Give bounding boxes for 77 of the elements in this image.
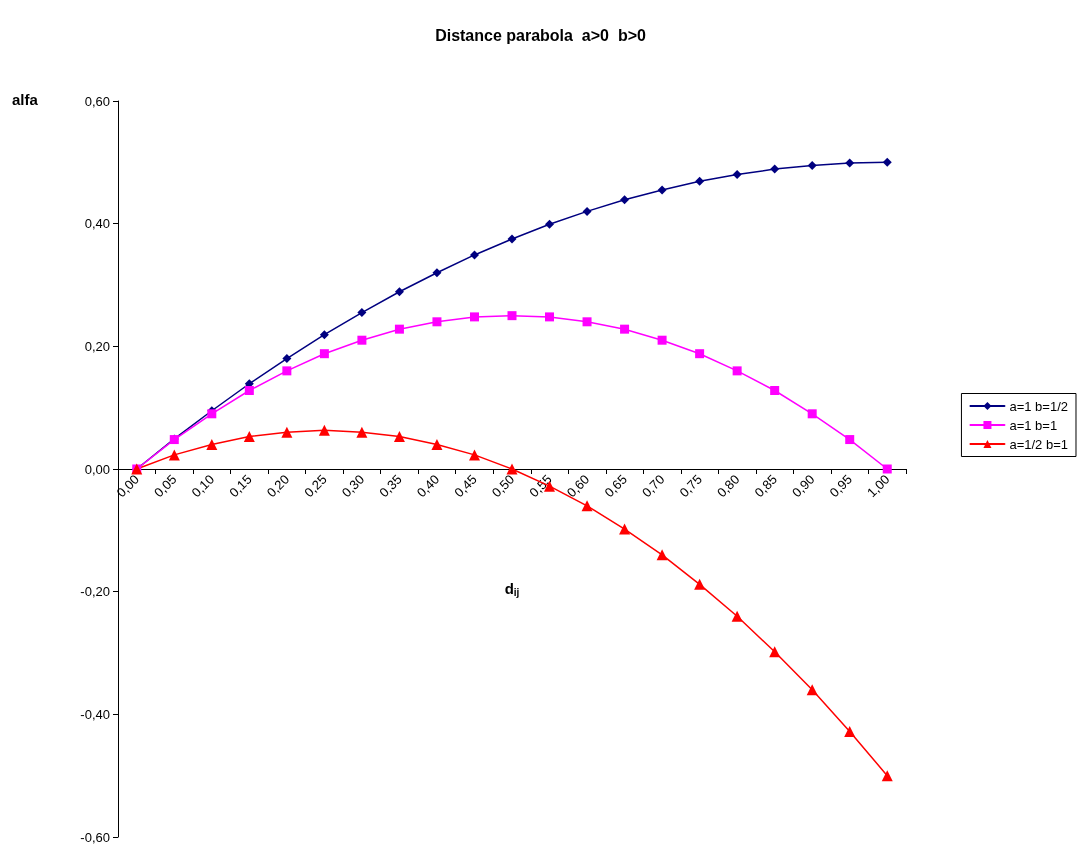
point [545,219,555,229]
point [506,463,518,475]
point [282,366,292,376]
x-tick-label: 0,70 [638,471,668,501]
x-tick-label: 1,00 [864,471,893,501]
point [357,308,367,318]
point [432,317,442,327]
point [732,366,742,376]
point [281,426,293,438]
y-tick-label: -0,20 [80,584,110,600]
legend-label: a=1 b=1/2 [1009,398,1069,414]
point [882,157,892,167]
point [582,317,592,327]
point [507,234,517,244]
point [769,646,781,658]
point [657,335,667,345]
point [319,330,329,340]
point [469,250,479,260]
point [582,206,592,216]
point [844,726,856,738]
point [545,312,555,322]
point [694,578,706,590]
y-tick-label: -0,40 [80,706,110,722]
y-tick-label: -0,60 [80,829,110,845]
point [431,438,443,450]
point [468,449,480,461]
point [282,354,292,364]
point [806,684,818,696]
point [770,385,780,395]
y-tick-label: 0,60 [84,93,110,109]
point [881,770,893,782]
point [807,160,817,170]
point [168,449,180,461]
point [807,409,817,419]
point [507,311,517,321]
x-tick-label: 0,00 [113,471,143,501]
point [432,268,442,278]
point [318,424,330,436]
point [620,324,630,334]
point [356,426,368,438]
point [732,170,742,180]
point [695,349,705,359]
legend-label: a=1 b=1 [1009,417,1058,433]
point [620,195,630,205]
point [243,430,255,442]
point [882,464,892,474]
x-tick-label: 0,30 [338,471,368,501]
x-tick-label: 0,60 [563,471,593,501]
y-axis-title: alfa [12,91,39,108]
y-tick-label: 0,20 [84,338,110,354]
point [394,324,404,334]
point [206,438,218,450]
point [394,287,404,297]
point [469,312,479,322]
x-tick-label: 0,50 [488,471,518,501]
chart-title: Distance parabola a>0 b>0 [435,26,646,44]
point [319,349,329,359]
y-tick-label: 0,00 [84,461,110,477]
x-tick-label: 0,20 [263,471,293,501]
point [657,185,667,195]
x-tick-label: 0,10 [188,471,218,501]
point [581,500,593,512]
point [845,158,855,168]
point [393,430,405,442]
point [731,610,743,622]
point [656,549,668,561]
point [244,385,254,395]
x-tick-label: 0,80 [713,471,743,501]
point [357,335,367,345]
point [695,176,705,186]
point [619,523,631,535]
x-tick-label: 0,40 [413,471,443,501]
legend-label: a=1/2 b=1 [1009,436,1069,452]
point [845,435,855,445]
x-tick-label: 0,90 [789,471,818,501]
point [770,164,780,174]
y-tick-label: 0,40 [84,216,110,232]
